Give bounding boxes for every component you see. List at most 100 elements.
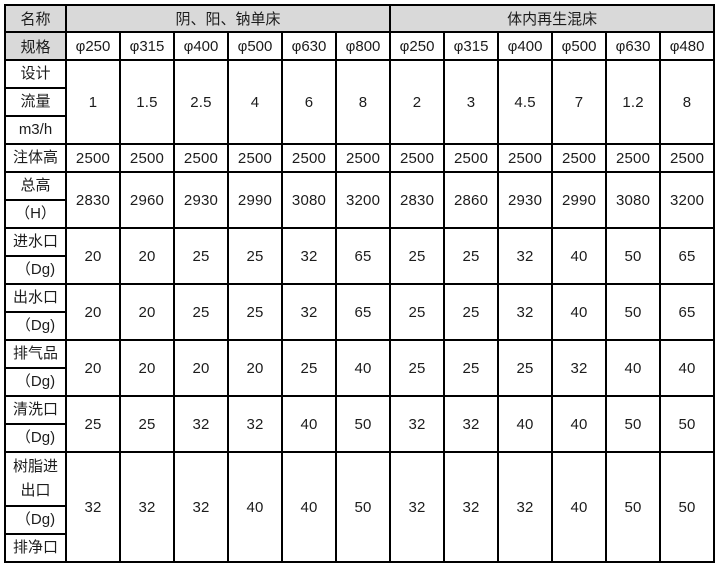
value-cell: 3200 [334, 171, 392, 229]
value-cell: 2860 [443, 171, 500, 229]
value-cell: 65 [659, 283, 716, 341]
value-cell: 40 [551, 451, 608, 563]
row-label-sub: 进水口 [7, 230, 64, 255]
value-cell: 32 [227, 395, 283, 453]
value-cell: 32 [389, 451, 446, 563]
value-cell: 7 [551, 59, 608, 145]
value-cell: 20 [119, 339, 175, 397]
value-cell: 32 [119, 451, 175, 563]
spec-header-row: 规格 φ250 φ315 φ400 φ500 φ630 φ800 φ250 φ315 φ400 φ… [4, 31, 716, 61]
row-label-line: 出水口 [12, 289, 58, 306]
value-cell: 40 [659, 339, 716, 397]
group-header-mixed-bed: 体内再生混床 [389, 4, 716, 33]
value-cell: 40 [281, 395, 337, 453]
value-cell: 2990 [227, 171, 283, 229]
value-cell: 50 [605, 395, 662, 453]
value-cell: 20 [65, 227, 121, 285]
value-cell: 25 [173, 283, 229, 341]
value-cell: 65 [334, 283, 392, 341]
value-cell: 40 [281, 451, 337, 563]
spec-cell: φ500 [227, 31, 283, 61]
row-label-sub: 排净口 [7, 533, 64, 560]
spec-cell: φ500 [551, 31, 608, 61]
value-cell: 40 [551, 227, 608, 285]
row-label-cleaning-port: 清洗口 （Dg) [4, 395, 67, 453]
value-cell: 2930 [497, 171, 554, 229]
value-cell: 4 [227, 59, 283, 145]
row-label-line: 注体高 [12, 149, 58, 166]
group-header-single-beds: 阴、阳、钠单床 [64, 4, 392, 33]
value-cell: 2500 [119, 143, 175, 173]
value-cell: 32 [173, 395, 229, 453]
row-label-line: 总高 [20, 177, 51, 194]
row-label-sub: （Dg) [7, 311, 64, 338]
value-cell: 2500 [281, 143, 337, 173]
row-label-sub: 排气品 [7, 342, 64, 367]
value-cell: 3080 [605, 171, 662, 229]
value-cell: 1 [65, 59, 121, 145]
value-cell: 25 [443, 339, 500, 397]
row-label-sub: 流量 [7, 87, 64, 115]
value-cell: 20 [65, 339, 121, 397]
value-cell: 32 [497, 283, 554, 341]
value-cell: 2500 [227, 143, 283, 173]
value-cell: 25 [173, 227, 229, 285]
spec-cell: φ250 [389, 31, 446, 61]
row-label-sub: （Dg) [7, 505, 64, 533]
value-cell: 25 [227, 227, 283, 285]
row-label-sub: （Dg) [7, 367, 64, 394]
value-cell: 25 [443, 283, 500, 341]
value-cell: 50 [605, 451, 662, 563]
value-cell: 50 [605, 283, 662, 341]
value-cell: 3200 [659, 171, 716, 229]
value-cell: 2500 [551, 143, 608, 173]
value-cell: 32 [389, 395, 446, 453]
group-header-row: 名称 阴、阳、钠单床 体内再生混床 [4, 4, 716, 33]
row-label-line: （Dg) [15, 261, 56, 278]
value-cell: 25 [389, 339, 446, 397]
value-cell: 40 [605, 339, 662, 397]
value-cell: 3080 [281, 171, 337, 229]
value-cell: 2960 [119, 171, 175, 229]
value-cell: 32 [551, 339, 608, 397]
value-cell: 2500 [389, 143, 446, 173]
value-cell: 32 [281, 283, 337, 341]
spec-cell: φ480 [659, 31, 716, 61]
row-label-line: （Dg) [15, 429, 56, 446]
value-cell: 32 [443, 395, 500, 453]
table-row-cleaning-port: 清洗口 （Dg) 25 25 32 32 40 50 32 32 40 40 50 50 [4, 395, 716, 453]
value-cell: 40 [334, 339, 392, 397]
table-row-water-outlet: 出水口 （Dg) 20 20 25 25 32 65 25 25 32 40 50 65 [4, 283, 716, 341]
value-cell: 2500 [173, 143, 229, 173]
value-cell: 50 [334, 395, 392, 453]
row-label-sub: （H） [7, 199, 64, 226]
value-cell: 40 [551, 395, 608, 453]
value-cell: 2500 [605, 143, 662, 173]
value-cell: 32 [65, 451, 121, 563]
spec-cell: φ630 [605, 31, 662, 61]
value-cell: 6 [281, 59, 337, 145]
table-body: 设计 流量 m3/h 1 1.5 2.5 4 6 8 2 3 4.5 7 1.2 8 注体高 2500 2500 2… [4, 59, 716, 563]
row-label-water-outlet: 出水口 （Dg) [4, 283, 67, 341]
value-cell: 2 [389, 59, 446, 145]
row-label-sub: 树脂进 出口 [7, 454, 64, 505]
value-cell: 2500 [65, 143, 121, 173]
value-cell: 32 [497, 451, 554, 563]
value-cell: 2930 [173, 171, 229, 229]
table-row-design-flow: 设计 流量 m3/h 1 1.5 2.5 4 6 8 2 3 4.5 7 1.2 8 [4, 59, 716, 145]
row-label-line: 进水口 [12, 233, 58, 250]
row-label-line: m3/h [18, 121, 53, 138]
value-cell: 40 [497, 395, 554, 453]
corner-label: 名称 [4, 4, 67, 33]
row-label-line: 排净口 [12, 539, 58, 556]
value-cell: 32 [443, 451, 500, 563]
row-label-resin-inout-drain: 树脂进 出口 （Dg) 排净口 [4, 451, 67, 563]
value-cell: 25 [227, 283, 283, 341]
value-cell: 40 [551, 283, 608, 341]
row-label-line: （Dg) [15, 511, 56, 528]
value-cell: 25 [65, 395, 121, 453]
value-cell: 20 [119, 283, 175, 341]
row-label-sub: 清洗口 [7, 398, 64, 423]
value-cell: 2500 [334, 143, 392, 173]
spec-cell: φ400 [173, 31, 229, 61]
